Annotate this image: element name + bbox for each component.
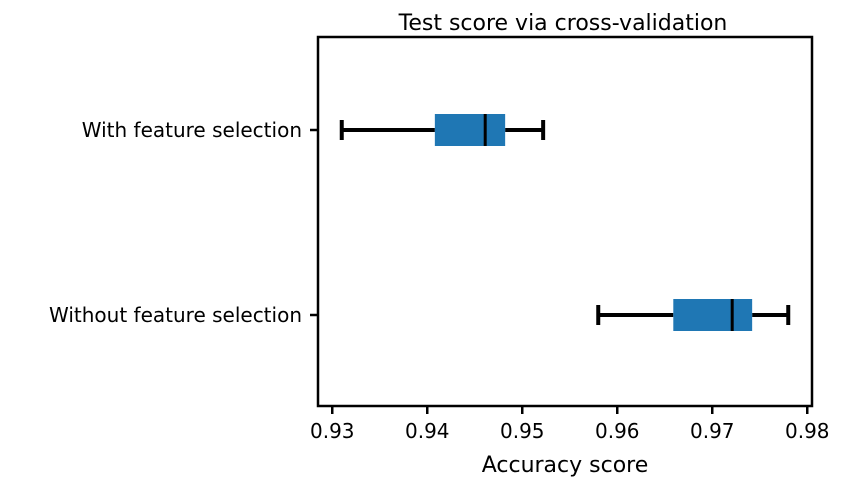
box-group — [339, 114, 546, 146]
x-tick-label: 0.93 — [310, 419, 355, 443]
box-iqr — [434, 114, 506, 146]
y-tick-label: With feature selection — [82, 118, 302, 142]
chart-title: Test score via cross-validation — [398, 11, 728, 36]
x-tick-label: 0.96 — [595, 419, 640, 443]
x-axis-label: Accuracy score — [482, 453, 649, 478]
box-iqr — [673, 299, 753, 331]
x-tick-label: 0.97 — [690, 419, 735, 443]
y-tick-label: Without feature selection — [49, 303, 302, 327]
x-tick-label: 0.98 — [785, 419, 830, 443]
x-tick-label: 0.94 — [405, 419, 450, 443]
box-group — [596, 299, 791, 331]
x-tick-label: 0.95 — [500, 419, 545, 443]
axis-layer: 0.93 0.94 0.95 0.96 0.97 0.98 With feature sel… — [49, 118, 830, 443]
plot-frame — [316, 35, 814, 408]
boxes-layer — [339, 114, 791, 331]
